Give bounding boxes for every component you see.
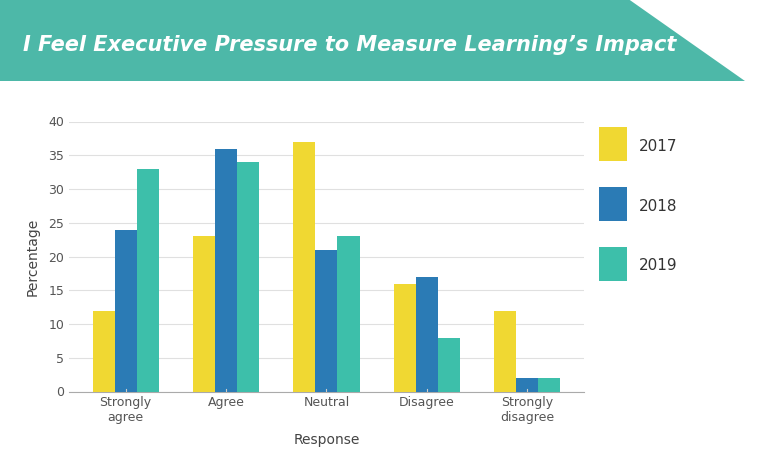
Text: 2018: 2018	[639, 198, 677, 214]
Bar	[114, 230, 137, 392]
Text: I Feel Executive Pressure to Measure Learning’s Impact: I Feel Executive Pressure to Measure Lea…	[23, 35, 677, 54]
Bar	[316, 250, 337, 392]
Bar	[337, 236, 359, 392]
FancyBboxPatch shape	[599, 127, 627, 161]
FancyBboxPatch shape	[599, 247, 627, 280]
Bar	[137, 169, 159, 392]
Bar	[394, 284, 415, 392]
Bar	[516, 378, 538, 392]
Text: 2019: 2019	[639, 258, 677, 274]
Y-axis label: Percentage: Percentage	[26, 217, 40, 296]
Bar	[293, 142, 316, 392]
FancyBboxPatch shape	[599, 187, 627, 220]
Bar	[438, 338, 460, 392]
Bar	[193, 236, 215, 392]
Bar	[415, 277, 438, 392]
X-axis label: Response: Response	[293, 433, 359, 447]
Bar	[237, 162, 259, 392]
Polygon shape	[0, 0, 745, 81]
Bar	[494, 310, 516, 392]
Bar	[92, 310, 114, 392]
Bar	[538, 378, 561, 392]
Text: 2017: 2017	[639, 139, 677, 154]
Bar	[215, 148, 237, 392]
